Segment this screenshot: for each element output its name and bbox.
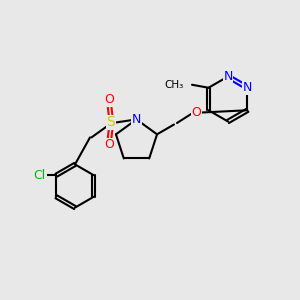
Text: O: O	[105, 93, 114, 106]
Text: N: N	[132, 113, 141, 126]
Text: N: N	[223, 70, 233, 83]
Text: O: O	[192, 106, 201, 119]
Text: Cl: Cl	[34, 169, 46, 182]
Text: N: N	[243, 81, 252, 94]
Text: S: S	[106, 116, 116, 129]
Text: O: O	[105, 138, 114, 152]
Text: CH₃: CH₃	[164, 80, 184, 90]
